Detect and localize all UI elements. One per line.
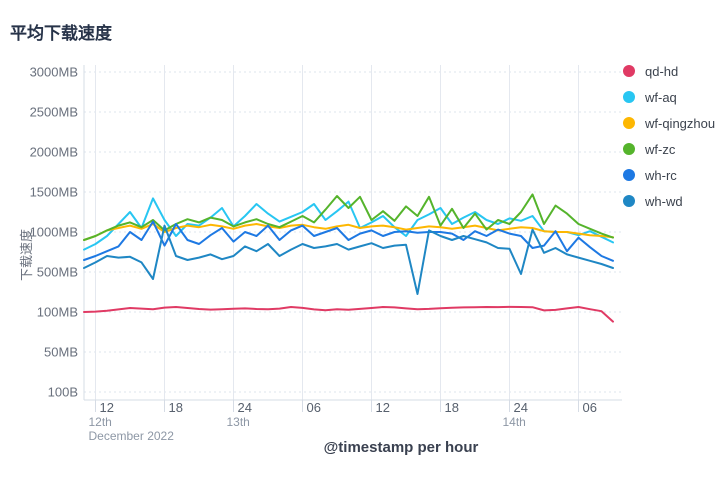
x-tick-label: 12 — [100, 400, 114, 415]
legend-swatch-icon — [623, 91, 635, 103]
legend-item-wh-rc[interactable]: wh-rc — [618, 162, 715, 188]
x-tick-label: 12 — [376, 400, 390, 415]
x-day-label: December 2022 — [89, 429, 175, 443]
x-day-label: 12th — [89, 415, 112, 429]
legend-item-wf-zc[interactable]: wf-zc — [618, 136, 715, 162]
y-tick-label: 1500MB — [30, 185, 78, 200]
legend-item-label: wf-qingzhou — [645, 115, 716, 131]
legend-item-label: wh-rc — [645, 167, 677, 183]
legend-swatch-icon — [623, 117, 635, 129]
legend-swatch-icon — [623, 143, 635, 155]
x-tick-label: 18 — [169, 400, 183, 415]
legend-item-wf-aq[interactable]: wf-aq — [618, 84, 715, 110]
legend-item-wh-wd[interactable]: wh-wd — [618, 188, 715, 214]
y-tick-label: 100MB — [37, 305, 78, 320]
y-tick-label: 2000MB — [30, 145, 78, 160]
x-tick-label: 06 — [583, 400, 597, 415]
x-tick-label: 24 — [238, 400, 252, 415]
y-tick-label: 500MB — [37, 265, 78, 280]
legend-item-qd-hd[interactable]: qd-hd — [618, 58, 715, 84]
legend-item-label: wf-zc — [645, 141, 676, 157]
series-line-wh-rc — [83, 220, 614, 262]
x-day-label: 13th — [227, 415, 250, 429]
legend-item-label: qd-hd — [645, 63, 679, 79]
legend-item-label: wh-wd — [645, 193, 683, 209]
y-tick-label: 100B — [48, 385, 78, 400]
legend-item-wf-qingzhou[interactable]: wf-qingzhou — [618, 110, 715, 136]
y-tick-label: 3000MB — [30, 65, 78, 80]
legend-swatch-icon — [623, 65, 635, 77]
legend-swatch-icon — [623, 195, 635, 207]
legend-swatch-icon — [623, 169, 635, 181]
x-tick-label: 06 — [307, 400, 321, 415]
y-tick-label: 50MB — [44, 345, 78, 360]
legend: qd-hd wf-aq wf-qingzhou wf-zc wh-rc wh-wd — [618, 58, 715, 214]
series-line-qd-hd — [83, 305, 614, 323]
chart-title: 平均下载速度 — [10, 24, 112, 43]
x-tick-label: 18 — [445, 400, 459, 415]
series-line-wf-zc — [83, 193, 614, 241]
legend-item-label: wf-aq — [645, 89, 677, 105]
x-tick-label: 24 — [514, 400, 528, 415]
series-line-wh-wd — [83, 224, 614, 295]
y-tick-label: 1000MB — [30, 225, 78, 240]
y-tick-label: 2500MB — [30, 105, 78, 120]
x-axis-title: @timestamp per hour — [323, 439, 479, 456]
x-day-label: 14th — [503, 415, 526, 429]
